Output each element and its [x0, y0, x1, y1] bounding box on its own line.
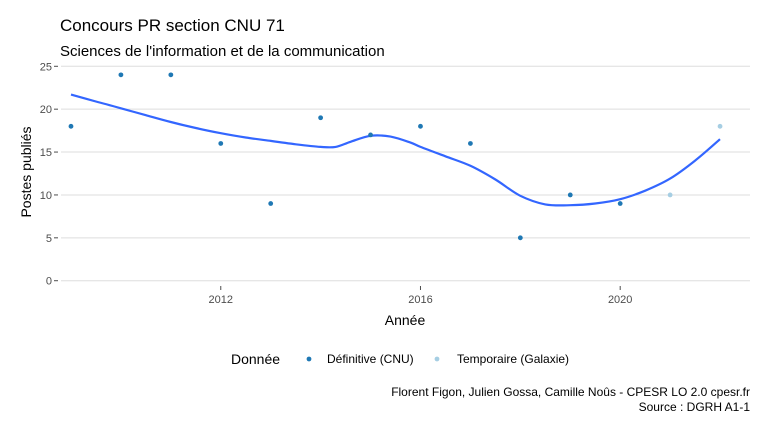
- caption-authors: Florent Figon, Julien Gossa, Camille Noû…: [391, 385, 750, 399]
- data-point-definitive: [168, 72, 174, 78]
- legend-label-definitive: Définitive (CNU): [327, 352, 414, 366]
- data-point-definitive: [617, 201, 623, 206]
- data-point-definitive: [318, 115, 324, 121]
- data-point-definitive: [268, 201, 274, 206]
- x-axis-ticks: 2012 2016 2020: [209, 286, 632, 306]
- data-point-definitive: [218, 141, 224, 146]
- y-tick-label: 15: [40, 147, 52, 159]
- chart-title: Concours PR section CNU 71: [60, 16, 285, 35]
- y-tick-label: 0: [46, 276, 52, 288]
- legend-key-temporaire: [434, 356, 440, 362]
- data-point-definitive: [418, 123, 423, 129]
- data-point-temporaire: [717, 123, 723, 129]
- y-axis-ticks: 0 5 10 15 20 25: [40, 61, 58, 288]
- x-tick-label: 2016: [408, 294, 432, 306]
- chart-subtitle: Sciences de l'information et de la commu…: [60, 43, 385, 60]
- data-point-definitive: [567, 192, 573, 198]
- data-point-definitive: [517, 235, 523, 241]
- legend-title: Donnée: [231, 351, 280, 367]
- x-tick-label: 2012: [209, 294, 233, 306]
- data-point-definitive: [468, 141, 473, 146]
- data-point-definitive: [118, 72, 124, 78]
- caption-source: Source : DGRH A1-1: [639, 400, 751, 414]
- data-point-definitive: [68, 123, 74, 129]
- y-tick-label: 10: [40, 190, 52, 202]
- trend-line: [70, 93, 721, 207]
- y-tick-label: 20: [40, 104, 52, 116]
- y-tick-label: 25: [40, 61, 52, 73]
- legend-key-definitive: [306, 356, 312, 362]
- x-axis-title: Année: [385, 312, 426, 328]
- legend-label-temporaire: Temporaire (Galaxie): [457, 352, 569, 366]
- y-tick-label: 5: [46, 233, 52, 245]
- gridlines: [61, 65, 750, 282]
- data-point-temporaire: [667, 192, 673, 198]
- legend: Donnée Définitive (CNU) Temporaire (Gala…: [231, 351, 569, 367]
- points-layer: [68, 72, 723, 241]
- data-point-definitive: [368, 132, 373, 138]
- trend-layer: [70, 93, 721, 207]
- x-tick-label: 2020: [608, 294, 632, 306]
- y-axis-title: Postes publiés: [18, 126, 34, 217]
